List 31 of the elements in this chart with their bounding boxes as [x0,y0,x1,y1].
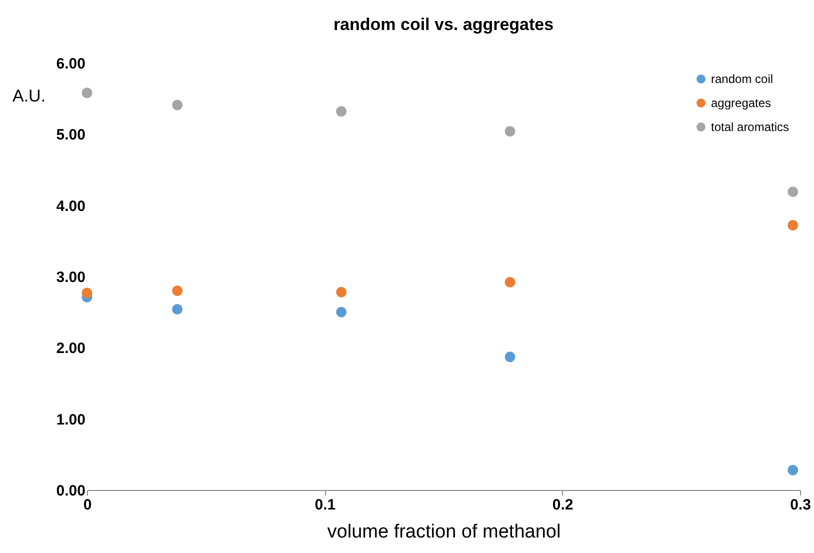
legend-label: total aromatics [711,120,790,134]
y-tick-label: 3.00 [56,269,86,286]
legend-label: aggregates [711,96,772,110]
point [788,220,798,230]
point [336,106,347,117]
point [504,352,516,362]
point [172,304,183,314]
y-tick-label: 2.00 [56,340,86,358]
y-tick-label: 0.00 [56,482,86,500]
x-axis-title: volume fraction of methanol [327,522,561,542]
point [336,306,347,318]
point [504,126,516,137]
legend-label: random coil [711,72,774,86]
x-tick-label: 0.1 [314,496,336,514]
y-tick-label: 4.00 [56,198,86,215]
point [336,286,347,298]
point [82,88,92,98]
point [788,186,798,198]
point [172,100,183,110]
x-tick-label: 0 [83,496,92,514]
x-tick-label: 0.2 [552,496,574,514]
y-tick-label: 6.00 [56,56,86,72]
y-axis-title: A.U. [12,86,46,106]
point [82,288,92,298]
point [172,286,183,296]
x-tick-label: 0.3 [790,496,811,514]
y-tick-label: 5.00 [56,126,86,144]
point [504,276,516,288]
point [788,464,798,476]
chart-title: random coil vs. aggregates [333,15,554,34]
y-tick-label: 1.00 [56,411,86,428]
